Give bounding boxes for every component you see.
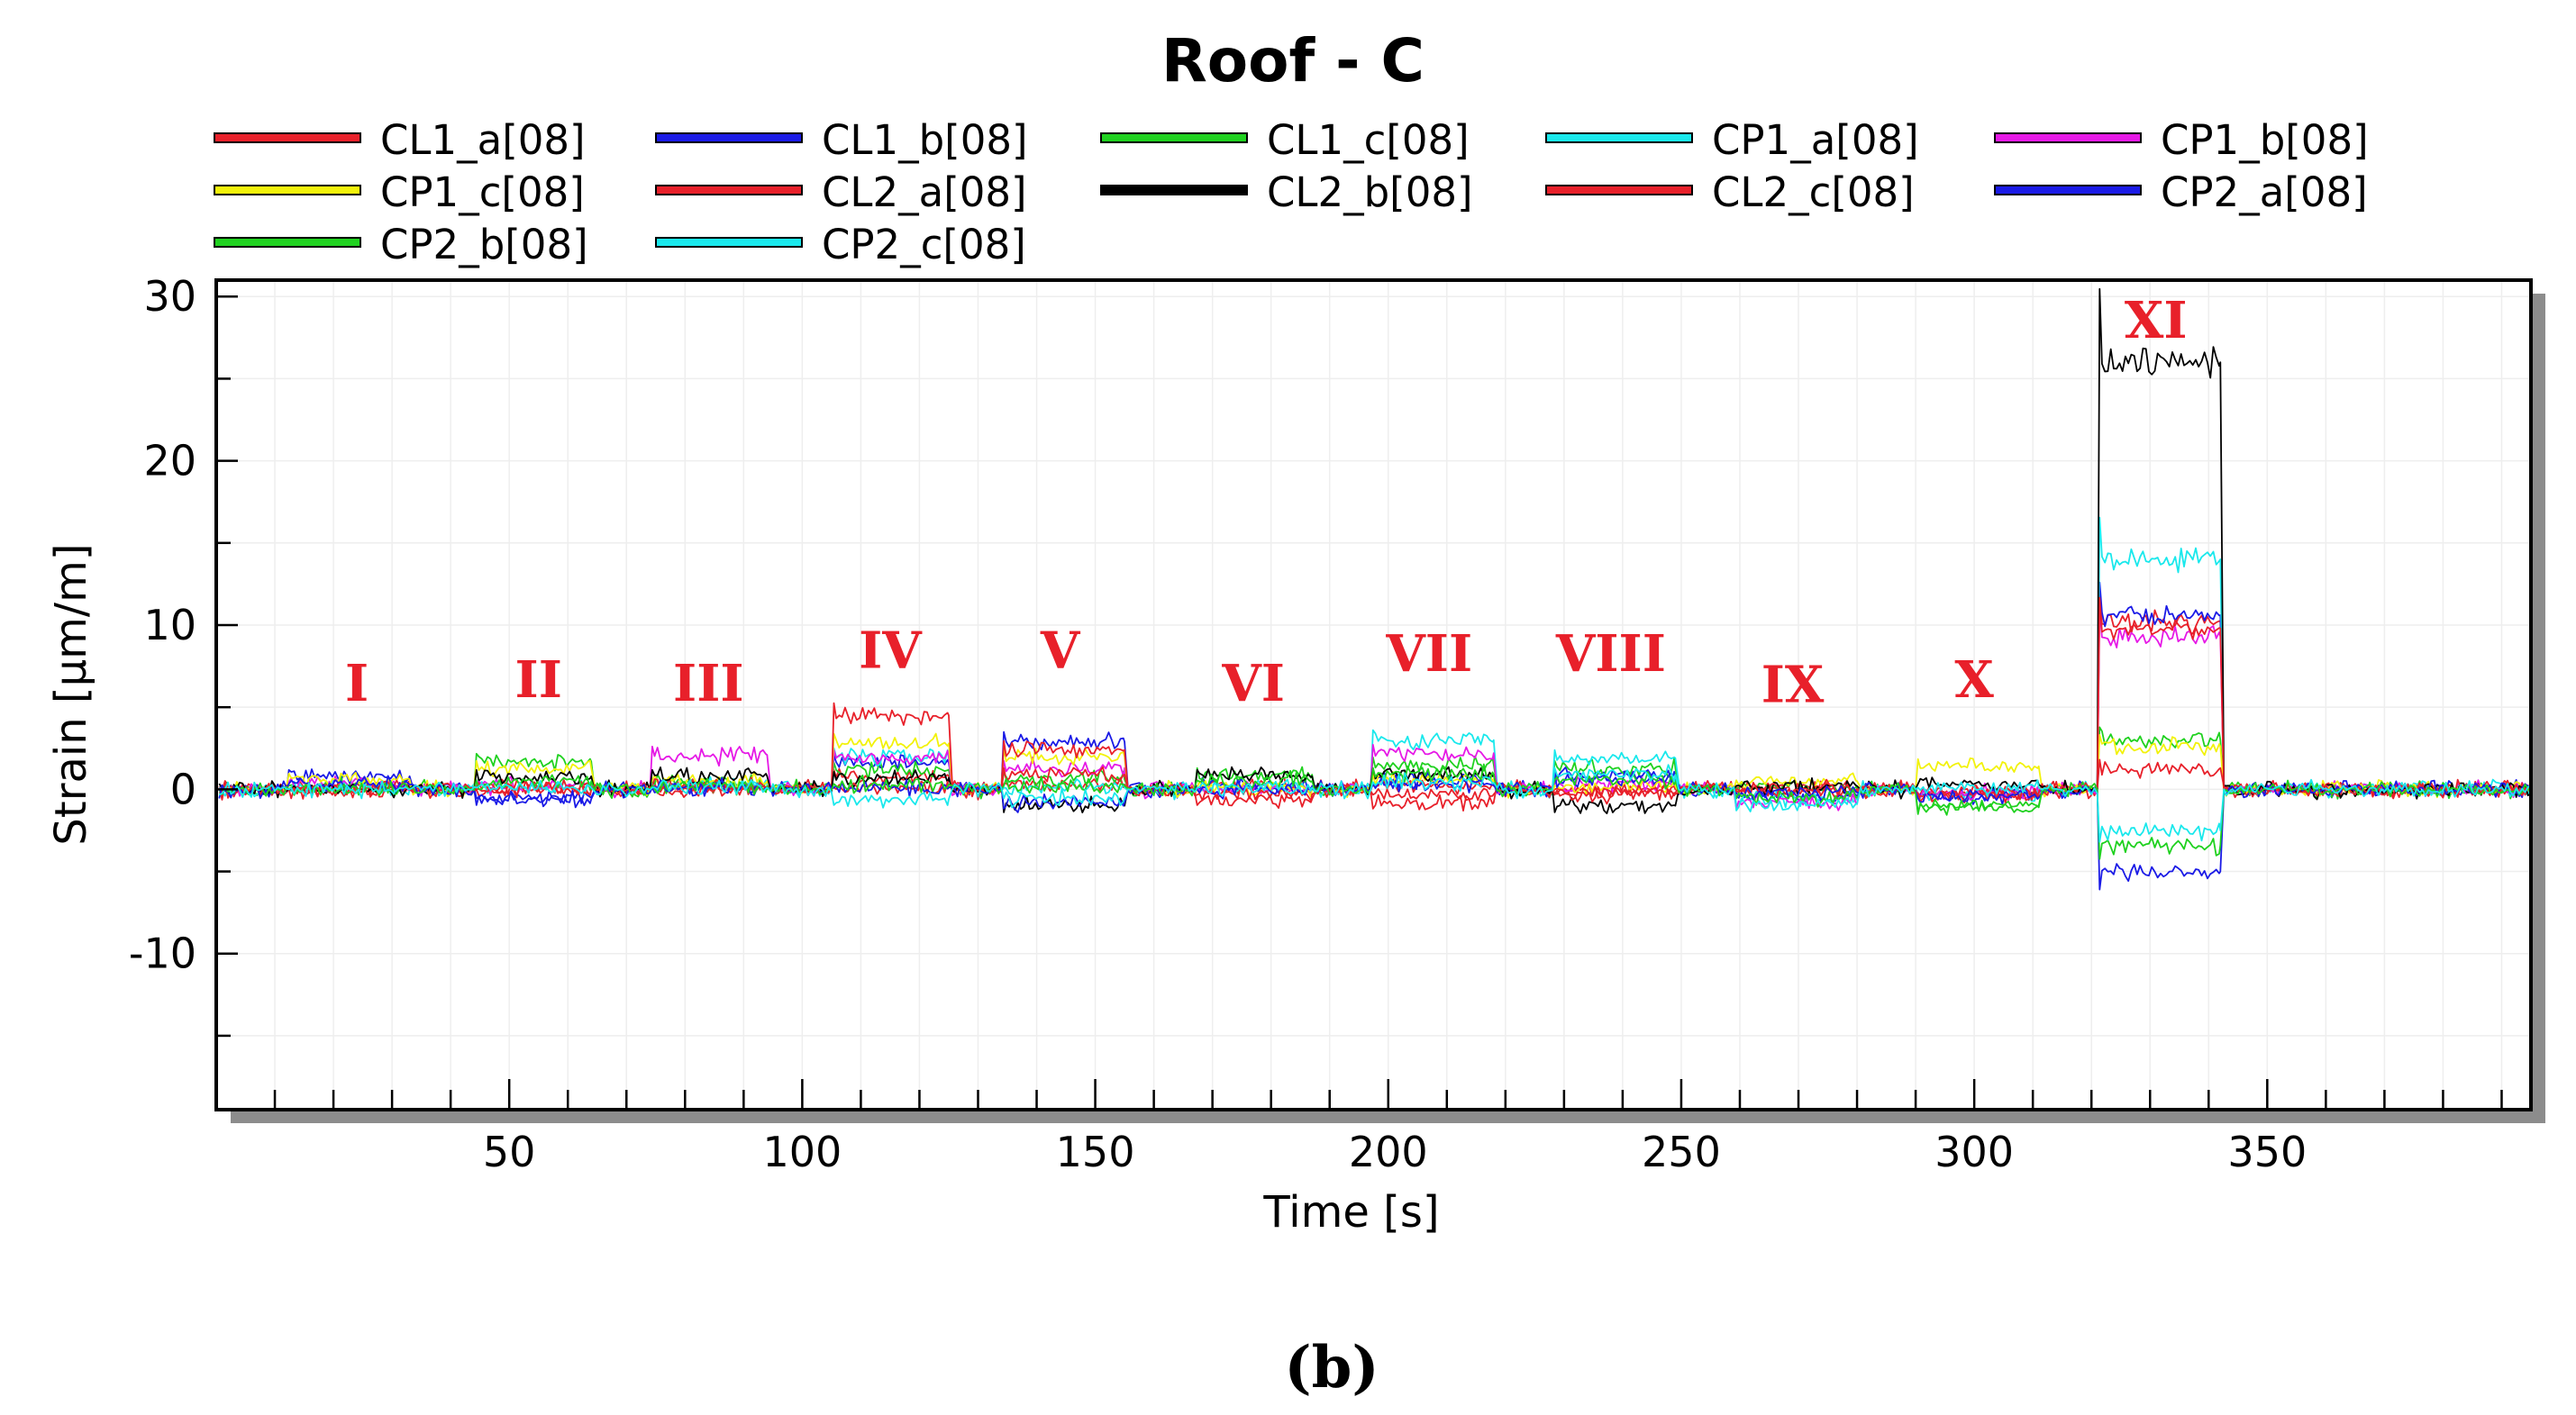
legend-swatch xyxy=(214,186,360,195)
legend-label: CP1_c[08] xyxy=(380,168,585,216)
axis-ticks: 50 100 150 200 250 300 350 -10 0 10 20 30 xyxy=(129,272,2503,1176)
y-tick-label: 20 xyxy=(143,437,196,485)
legend-swatch-outline xyxy=(1994,185,2142,195)
series-line xyxy=(218,764,2532,843)
legend-label: CL2_c[08] xyxy=(1712,168,1915,216)
load-case-label: VIII xyxy=(1555,624,1666,684)
legend-swatch xyxy=(1101,186,1247,195)
y-tick-label: -10 xyxy=(129,930,196,978)
load-case-label: I xyxy=(345,654,369,713)
load-case-label: III xyxy=(673,654,744,713)
legend-label: CP1_a[08] xyxy=(1712,116,1919,164)
legend-swatch xyxy=(1101,133,1247,142)
legend-label: CL2_b[08] xyxy=(1267,168,1473,216)
x-tick-label: 300 xyxy=(1934,1128,2014,1176)
load-case-label: II xyxy=(515,650,562,710)
load-case-label: X xyxy=(1954,650,1994,710)
legend-swatch xyxy=(656,186,802,195)
legend-swatch-outline xyxy=(655,185,803,195)
load-case-label: XI xyxy=(2125,291,2188,350)
grid xyxy=(216,280,2531,1110)
legend-label: CL1_c[08] xyxy=(1267,116,1470,164)
legend-label: CP1_b[08] xyxy=(2161,116,2369,164)
legend-swatch xyxy=(214,133,360,142)
legend-swatch-outline xyxy=(1994,132,2142,143)
legend-swatch-outline xyxy=(214,185,361,195)
series-layer xyxy=(218,287,2532,891)
legend-swatch xyxy=(1546,186,1692,195)
legend-swatch-outline xyxy=(1545,132,1693,143)
x-tick-label: 200 xyxy=(1349,1128,1428,1176)
load-case-label: IV xyxy=(859,621,923,680)
plot-frame xyxy=(214,278,2533,1111)
legend-swatch xyxy=(1546,133,1692,142)
legend-swatch xyxy=(1995,186,2141,195)
legend-swatch-outline xyxy=(1100,185,1248,195)
x-tick-label: 150 xyxy=(1056,1128,1135,1176)
legend-label: CP2_b[08] xyxy=(380,221,588,268)
load-case-label: V xyxy=(1040,621,1081,680)
y-axis-label: Strain [μm/m] xyxy=(46,543,96,845)
plot-area xyxy=(216,280,2531,1110)
legend-label: CL1_a[08] xyxy=(380,116,586,164)
load-case-label: IX xyxy=(1761,656,1825,715)
panel-label: (b) xyxy=(1284,1334,1379,1401)
legend-swatch xyxy=(656,133,802,142)
legend-swatch-outline xyxy=(1545,185,1693,195)
legend-label: CL2_a[08] xyxy=(822,168,1027,216)
legend-label: CP2_a[08] xyxy=(2161,168,2368,216)
load-case-label: VI xyxy=(1221,654,1285,713)
x-tick-label: 350 xyxy=(2227,1128,2307,1176)
x-axis-label: Time [s] xyxy=(1262,1187,1439,1238)
legend-swatch-outline xyxy=(655,237,803,248)
legend-swatch xyxy=(214,238,360,247)
legend-swatch-outline xyxy=(214,237,361,248)
legend-swatch-outline xyxy=(214,132,361,143)
y-tick-label: 30 xyxy=(143,272,196,321)
legend: CL1_a[08] CL1_b[08] CL1_c[08] CP1_a[08] CP1_… xyxy=(214,116,2369,268)
y-tick-label: 10 xyxy=(143,601,196,649)
x-tick-label: 100 xyxy=(762,1128,842,1176)
legend-swatch-outline xyxy=(655,132,803,143)
x-tick-label: 250 xyxy=(1642,1128,1721,1176)
legend-swatch-outline xyxy=(1100,132,1248,143)
legend-swatch xyxy=(656,238,802,247)
series-line xyxy=(219,763,2532,860)
legend-swatch xyxy=(1995,133,2141,142)
y-tick-label: 0 xyxy=(170,765,196,813)
x-tick-label: 50 xyxy=(483,1128,536,1176)
legend-label: CP2_c[08] xyxy=(822,221,1026,268)
legend-label: CL1_b[08] xyxy=(822,116,1028,164)
load-case-label: VII xyxy=(1385,624,1472,684)
chart-title: Roof - C xyxy=(1161,26,1425,95)
